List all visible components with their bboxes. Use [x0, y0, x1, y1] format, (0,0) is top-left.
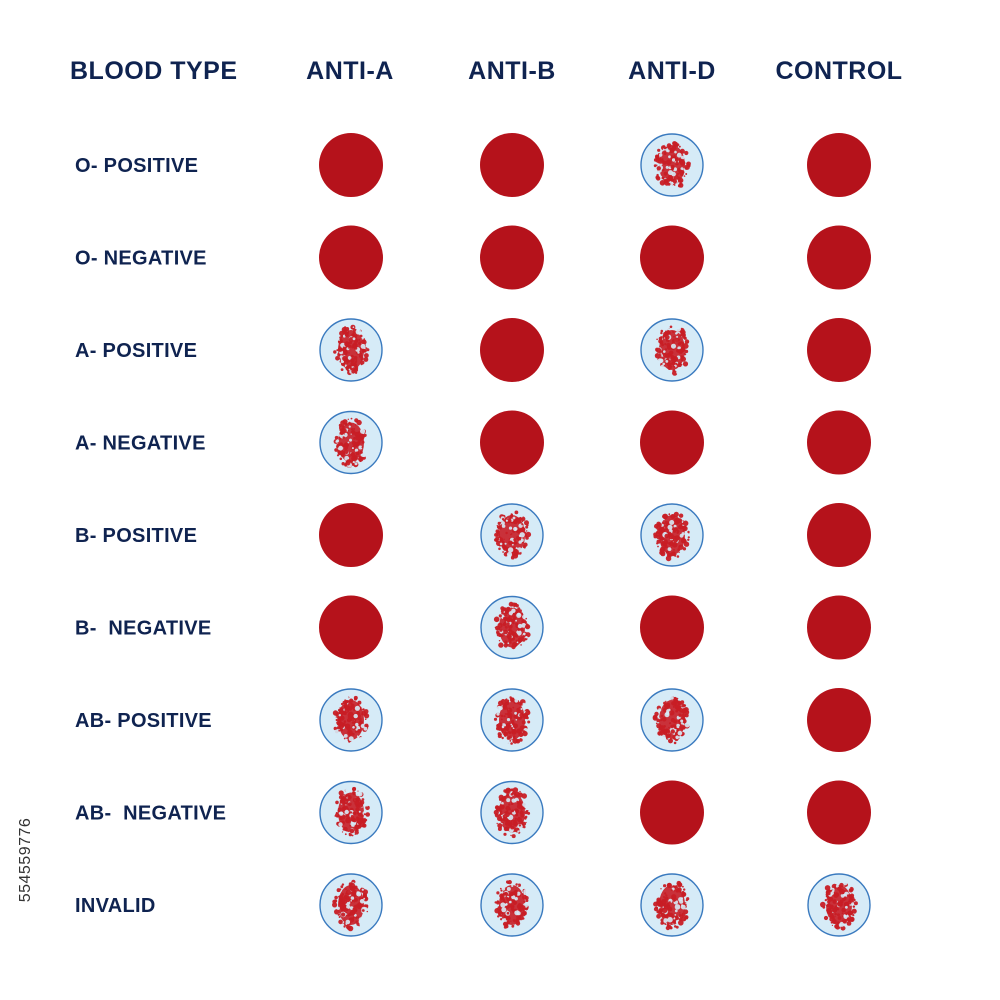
no-agglutination-drop [319, 133, 383, 197]
no-agglutination-drop [807, 225, 871, 290]
row-label: B- NEGATIVE [75, 618, 212, 640]
agglutination-well [480, 503, 544, 567]
column-headers: BLOOD TYPE ANTI-A ANTI-B ANTI-D CONTROL [70, 57, 902, 85]
header-anti-d: ANTI-D [628, 57, 716, 85]
result-row: B- NEGATIVE [75, 595, 871, 660]
agglutination-well [319, 410, 383, 475]
no-agglutination-drop [480, 225, 544, 290]
no-agglutination-drop [480, 318, 544, 382]
agglutination-well [480, 688, 544, 752]
no-agglutination-drop [807, 410, 871, 475]
header-blood-type: BLOOD TYPE [70, 57, 238, 85]
no-agglutination-drop [480, 410, 544, 475]
row-label: B- POSITIVE [75, 525, 197, 547]
agglutination-well [480, 595, 544, 660]
result-row: AB- NEGATIVE [75, 780, 871, 845]
agglutination-well [319, 873, 383, 937]
no-agglutination-drop [807, 688, 871, 752]
no-agglutination-drop [807, 318, 871, 382]
row-label: A- POSITIVE [75, 340, 197, 362]
agglutination-well [480, 873, 544, 937]
result-row: A- POSITIVE [75, 318, 871, 382]
no-agglutination-drop [807, 780, 871, 845]
row-label: AB- NEGATIVE [75, 803, 226, 825]
result-row: O- POSITIVE [75, 133, 871, 197]
row-label: O- NEGATIVE [75, 248, 207, 270]
no-agglutination-drop [807, 595, 871, 660]
row-label: A- NEGATIVE [75, 433, 206, 455]
row-label: O- POSITIVE [75, 155, 198, 177]
no-agglutination-drop [480, 133, 544, 197]
no-agglutination-drop [640, 410, 704, 475]
no-agglutination-drop [319, 225, 383, 290]
agglutination-well [807, 873, 871, 937]
no-agglutination-drop [319, 595, 383, 660]
agglutination-well [640, 133, 704, 197]
result-row: O- NEGATIVE [75, 225, 871, 290]
agglutination-well [640, 503, 704, 567]
header-anti-b: ANTI-B [468, 57, 556, 85]
agglutination-well [319, 688, 383, 752]
no-agglutination-drop [640, 225, 704, 290]
no-agglutination-drop [807, 503, 871, 567]
no-agglutination-drop [640, 595, 704, 660]
agglutination-well [640, 318, 704, 382]
agglutination-well [319, 780, 383, 845]
result-row: AB- POSITIVE [75, 688, 871, 752]
agglutination-well [319, 318, 383, 382]
row-label: INVALID [75, 895, 156, 917]
no-agglutination-drop [640, 780, 704, 845]
result-row: B- POSITIVE [75, 503, 871, 567]
side-image-id: 554559776 [17, 818, 34, 903]
result-row: A- NEGATIVE [75, 410, 871, 475]
no-agglutination-drop [807, 133, 871, 197]
agglutination-well [480, 780, 544, 845]
no-agglutination-drop [319, 503, 383, 567]
header-anti-a: ANTI-A [306, 57, 394, 85]
row-label: AB- POSITIVE [75, 710, 212, 732]
agglutination-well [640, 873, 704, 937]
result-rows: O- POSITIVE O- NEGATIVE A- POSITIVE A- NEGA… [75, 133, 871, 937]
agglutination-well [640, 688, 704, 752]
result-row: INVALID [75, 873, 871, 937]
header-control: CONTROL [775, 57, 902, 85]
